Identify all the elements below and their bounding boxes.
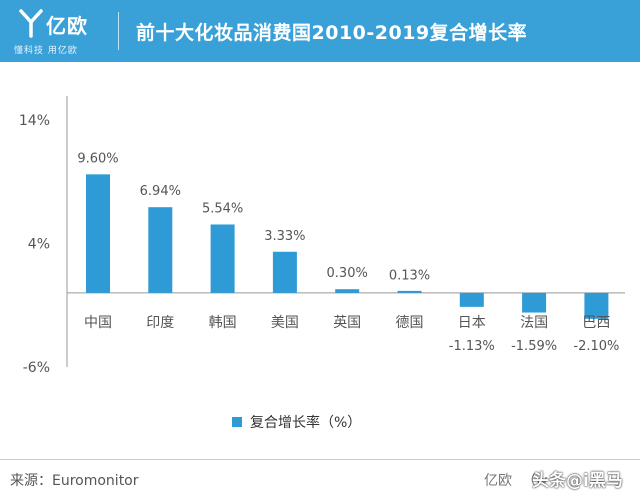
y-tick-label: 4% (28, 237, 50, 253)
data-label: 0.30% (327, 266, 368, 281)
bar (272, 251, 297, 293)
category-label: 韩国 (209, 315, 237, 331)
legend: 复合增长率（%） (232, 412, 361, 432)
page-title: 前十大化妆品消费国2010-2019复合增长率 (136, 22, 528, 44)
data-label: 3.33% (264, 229, 305, 244)
bar-chart: 14% 4% -6% 中国 9.60% 印度 6.94% 韩国 5.54% 美国 3.33% 英国 0.… (19, 96, 625, 376)
header-divider (118, 12, 119, 50)
data-label: -2.10% (573, 339, 619, 354)
legend-label: 复合增长率（%） (250, 415, 362, 431)
source-text: 来源：Euromonitor (10, 473, 139, 489)
bar (148, 207, 173, 293)
y-tick-label: 14% (19, 113, 50, 129)
bar (584, 292, 609, 319)
bar (335, 289, 360, 293)
category-label: 美国 (271, 315, 299, 331)
bar (397, 290, 422, 293)
bar (210, 224, 235, 293)
legend-swatch (232, 417, 242, 427)
category-label: 印度 (146, 315, 174, 331)
data-label: -1.13% (449, 339, 495, 354)
category-label: 巴西 (582, 315, 610, 331)
data-label: 6.94% (140, 184, 181, 199)
header-banner: 亿欧 懂科技 用亿欧 前十大化妆品消费国2010-2019复合增长率 (0, 0, 640, 62)
logo-name: 亿欧 (46, 14, 88, 38)
bar (86, 174, 110, 293)
bar (459, 292, 484, 307)
data-label: 9.60% (77, 151, 118, 166)
y-tick-label: -6% (23, 360, 50, 376)
logo-icon (19, 9, 43, 38)
category-label: 中国 (84, 315, 112, 331)
bar (522, 292, 547, 313)
logo: 亿欧 懂科技 用亿欧 (12, 6, 112, 58)
category-label: 英国 (333, 314, 361, 331)
footer-url: （w (522, 473, 548, 489)
footer-divider (0, 459, 640, 460)
footer-brand: 亿欧 (484, 473, 512, 489)
logo-slogan: 懂科技 用亿欧 (14, 46, 78, 56)
chart-area: 14% 4% -6% 中国 9.60% 印度 6.94% 韩国 5.54% 美国 3.33% 英国 0.… (0, 62, 640, 452)
watermark: 头条@i黑马 (532, 471, 623, 491)
data-label: 5.54% (202, 201, 243, 216)
category-label: 法国 (520, 315, 548, 331)
category-label: 德国 (396, 315, 424, 331)
data-label: 0.13% (389, 268, 430, 283)
data-label: -1.59% (511, 339, 557, 354)
category-label: 日本 (458, 315, 486, 331)
